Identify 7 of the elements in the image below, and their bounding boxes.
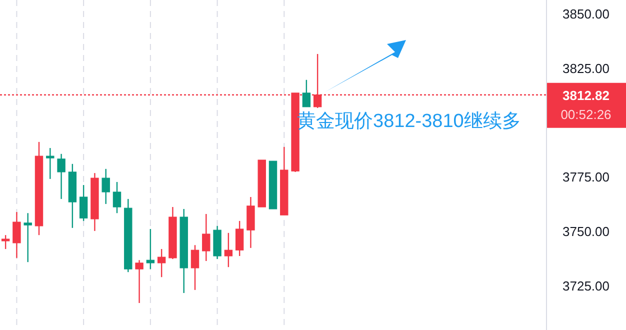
text: 00:52:26 — [560, 106, 612, 122]
y-tick-label: 3825.00 — [562, 60, 610, 76]
y-tick-label: 3725.00 — [562, 278, 610, 294]
ref-line-label: 3812.82 — [562, 88, 610, 103]
y-tick-label: 3775.00 — [562, 170, 610, 185]
y-tick-label: 3850.00 — [562, 6, 610, 22]
y-tick-label: 3750.00 — [562, 224, 610, 240]
